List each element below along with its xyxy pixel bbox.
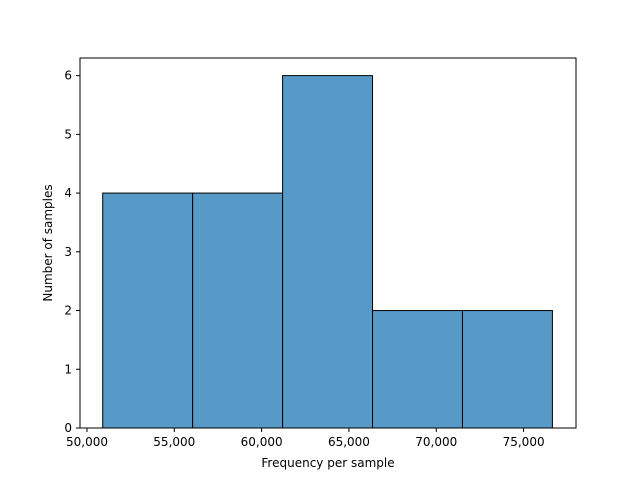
y-tick-label: 6 [64,69,72,83]
x-tick-label: 60,000 [241,435,283,449]
histogram-bar-2 [282,75,374,429]
x-axis-ticks: 50,000 55,000 60,000 65,000 70,000 75,000 [66,428,545,449]
y-tick-label: 0 [64,421,72,435]
plot-frame [79,57,577,429]
y-tick-label: 2 [64,304,72,318]
x-tick-label: 70,000 [415,435,457,449]
y-tick-label: 5 [64,127,72,141]
histogram-bar-3 [372,310,463,429]
y-tick-label: 3 [64,245,72,259]
histogram-bars [102,75,553,429]
x-tick-label: 50,000 [66,435,108,449]
x-tick-label: 55,000 [153,435,195,449]
histogram-bar-0 [102,192,194,429]
x-axis-label: Frequency per sample [261,456,394,470]
x-tick-label: 65,000 [328,435,370,449]
y-axis-label: Number of samples [41,184,55,301]
y-axis-ticks: 0 1 2 3 4 5 6 [64,69,80,435]
y-tick-label: 4 [64,186,72,200]
histogram-bar-1 [192,192,284,429]
y-tick-label: 1 [64,362,72,376]
histogram-bar-4 [461,310,553,429]
x-tick-label: 75,000 [503,435,545,449]
